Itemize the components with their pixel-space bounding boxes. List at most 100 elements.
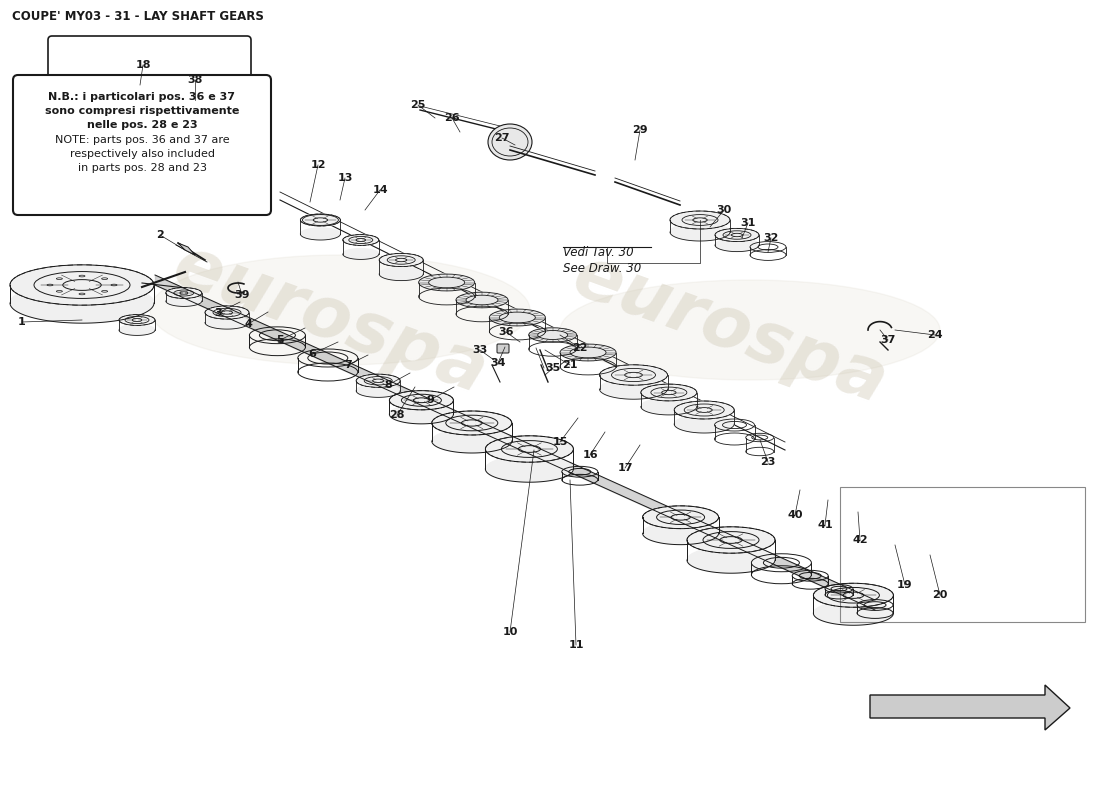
Ellipse shape: [389, 390, 453, 410]
Text: 40: 40: [788, 510, 803, 520]
Ellipse shape: [560, 344, 616, 361]
Ellipse shape: [379, 254, 424, 266]
Ellipse shape: [64, 80, 136, 100]
Text: 38: 38: [187, 75, 202, 85]
Ellipse shape: [456, 292, 508, 308]
Text: 39: 39: [234, 290, 250, 300]
Ellipse shape: [715, 229, 759, 242]
Text: N.B.: i particolari pos. 36 e 37
sono compresi rispettivamente
nelle pos. 28 e 2: N.B.: i particolari pos. 36 e 37 sono co…: [45, 92, 239, 130]
Ellipse shape: [166, 296, 201, 306]
Text: 12: 12: [310, 160, 326, 170]
Ellipse shape: [10, 283, 154, 323]
Text: 33: 33: [472, 345, 487, 355]
Text: 35: 35: [546, 363, 561, 373]
Ellipse shape: [356, 374, 400, 387]
Text: 22: 22: [572, 343, 587, 353]
Text: 17: 17: [617, 463, 632, 473]
Text: 23: 23: [760, 457, 775, 467]
Text: 18: 18: [135, 60, 151, 70]
Text: 15: 15: [552, 437, 568, 447]
Ellipse shape: [490, 309, 546, 326]
Text: 14: 14: [372, 185, 388, 195]
Ellipse shape: [529, 328, 576, 342]
Text: 24: 24: [927, 330, 943, 340]
Text: 36: 36: [498, 327, 514, 337]
Text: 13: 13: [338, 173, 353, 183]
Text: 21: 21: [562, 360, 578, 370]
Ellipse shape: [600, 365, 668, 385]
Ellipse shape: [642, 522, 718, 545]
Ellipse shape: [600, 378, 668, 399]
Text: 29: 29: [632, 125, 648, 135]
Ellipse shape: [670, 211, 730, 229]
FancyBboxPatch shape: [497, 344, 509, 353]
Ellipse shape: [300, 214, 340, 226]
Ellipse shape: [343, 249, 378, 259]
Ellipse shape: [64, 94, 136, 114]
Text: COUPE' MY03 - 31 - LAY SHAFT GEARS: COUPE' MY03 - 31 - LAY SHAFT GEARS: [12, 10, 264, 23]
Text: 32: 32: [763, 233, 779, 243]
Text: eurospa: eurospa: [164, 231, 496, 409]
Text: 34: 34: [491, 358, 506, 368]
Ellipse shape: [205, 316, 249, 329]
Ellipse shape: [560, 280, 940, 380]
Ellipse shape: [813, 602, 893, 626]
Ellipse shape: [641, 398, 697, 415]
Text: 2: 2: [156, 230, 164, 240]
Text: 9: 9: [426, 395, 433, 405]
Text: 1: 1: [18, 317, 26, 327]
Text: 4: 4: [244, 319, 252, 329]
Polygon shape: [178, 243, 195, 255]
Ellipse shape: [356, 384, 400, 398]
FancyBboxPatch shape: [13, 75, 271, 215]
Text: 28: 28: [389, 410, 405, 420]
Text: 7: 7: [344, 360, 352, 370]
Ellipse shape: [715, 238, 759, 251]
Text: 37: 37: [880, 335, 895, 345]
Text: See Draw. 30: See Draw. 30: [563, 262, 641, 274]
Ellipse shape: [119, 314, 155, 326]
Ellipse shape: [119, 325, 155, 335]
Text: 5: 5: [276, 335, 284, 345]
Ellipse shape: [813, 583, 893, 607]
Ellipse shape: [432, 411, 512, 435]
Text: 8: 8: [384, 380, 392, 390]
Ellipse shape: [688, 527, 776, 554]
Ellipse shape: [166, 288, 201, 298]
Text: 25: 25: [410, 100, 426, 110]
Ellipse shape: [670, 223, 730, 241]
Text: 11: 11: [569, 640, 584, 650]
Ellipse shape: [379, 267, 424, 281]
Ellipse shape: [642, 506, 718, 529]
Ellipse shape: [343, 234, 378, 246]
Text: eurospa: eurospa: [563, 242, 896, 418]
Text: F1: F1: [136, 161, 164, 179]
Ellipse shape: [432, 429, 512, 453]
Ellipse shape: [674, 401, 734, 419]
Ellipse shape: [150, 255, 530, 365]
Ellipse shape: [389, 405, 453, 424]
Polygon shape: [870, 685, 1070, 730]
Text: NOTE: parts pos. 36 and 37 are
respectively also included
in parts pos. 28 and 2: NOTE: parts pos. 36 and 37 are respectiv…: [55, 135, 229, 173]
Ellipse shape: [300, 228, 340, 240]
Text: 19: 19: [898, 580, 913, 590]
Ellipse shape: [488, 124, 532, 160]
Text: 10: 10: [503, 627, 518, 637]
Text: 31: 31: [740, 218, 756, 228]
Ellipse shape: [485, 456, 573, 482]
Ellipse shape: [641, 384, 697, 401]
Text: 41: 41: [817, 520, 833, 530]
FancyBboxPatch shape: [48, 36, 251, 199]
Text: Vedi Tav. 30: Vedi Tav. 30: [563, 246, 634, 259]
Text: 30: 30: [716, 205, 732, 215]
Ellipse shape: [107, 102, 163, 118]
Text: 6: 6: [308, 349, 316, 359]
Text: 27: 27: [494, 133, 509, 143]
Ellipse shape: [10, 265, 154, 305]
Ellipse shape: [107, 92, 163, 108]
Text: 20: 20: [933, 590, 948, 600]
Text: 26: 26: [444, 113, 460, 123]
Ellipse shape: [674, 415, 734, 433]
Ellipse shape: [485, 436, 573, 462]
Text: 42: 42: [852, 535, 868, 545]
